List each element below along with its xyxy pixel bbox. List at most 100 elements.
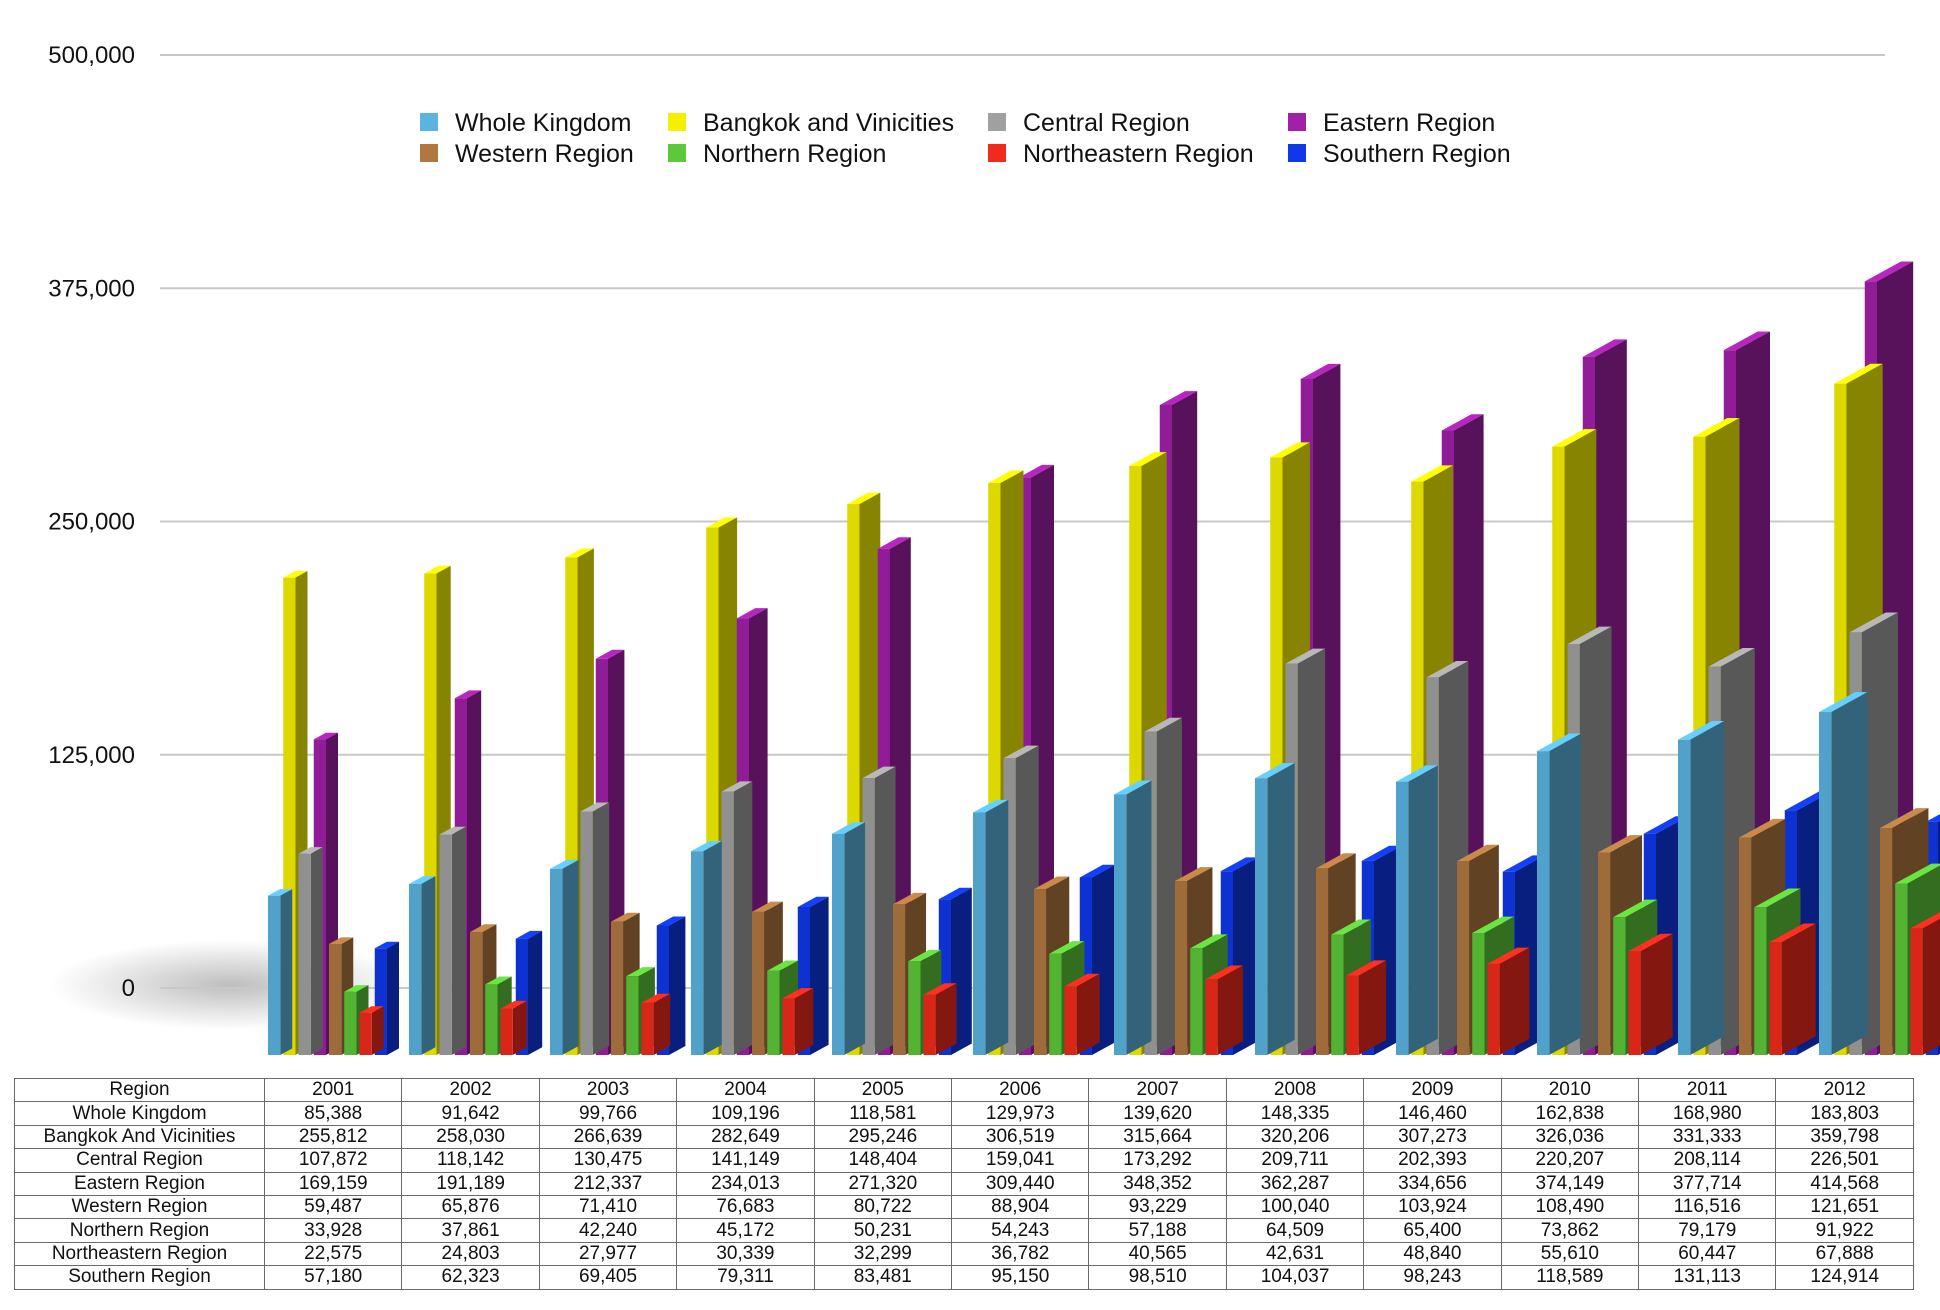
table-cell: 59,487 (263, 1194, 403, 1220)
bar-central-region-2004 (721, 781, 753, 1055)
table-cell: 116,516 (1638, 1194, 1777, 1220)
bar-top (1018, 464, 1054, 478)
bar-top (1925, 814, 1940, 822)
data-table: Region 2001 2002 2003 2004 2005 2006 2007 2008 20… (14, 1077, 1914, 1290)
table-cell: 220,207 (1500, 1148, 1640, 1173)
bar-front (1049, 953, 1062, 1055)
bar-top (283, 571, 308, 578)
table-header-region: Region (14, 1077, 265, 1103)
table-cell: 309,440 (951, 1171, 1090, 1196)
bar-side (653, 993, 671, 1055)
bar-top (641, 993, 671, 1003)
bar-top (736, 608, 768, 619)
bar-side (1781, 923, 1816, 1055)
bar-whole-kingdom-2004 (691, 841, 722, 1055)
table-cell: 45,172 (676, 1218, 815, 1243)
bar-whole-kingdom-2009 (1396, 765, 1438, 1055)
bar-top (470, 924, 497, 933)
bar-front (298, 853, 311, 1055)
bar-top (1255, 763, 1295, 779)
bar-front (500, 1008, 513, 1055)
bar-top (1411, 465, 1454, 482)
table-row: Northeastern Region 22,575 24,803 27,977 30,… (14, 1241, 1914, 1267)
table-cell: 91,922 (1775, 1218, 1914, 1243)
bar-northeastern-region-2001 (359, 1006, 384, 1055)
bar-top (1079, 864, 1115, 878)
bar-top (1220, 857, 1259, 872)
bar-whole-kingdom-2007 (1114, 780, 1152, 1055)
legend-label: Whole Kingdom (455, 109, 631, 137)
table-header-year: 2009 (1363, 1077, 1502, 1103)
table-row-label: Southern Region (14, 1265, 265, 1290)
table-cell: 85,388 (263, 1101, 403, 1126)
bar-front (721, 791, 734, 1055)
bar-front (1346, 975, 1359, 1055)
bar-chart: 0 125,000 250,000 375,000 500,000 Whole King… (48, 42, 1940, 1056)
table-cell: 331,333 (1638, 1124, 1777, 1150)
bar-top (1910, 912, 1940, 929)
bar-front (1064, 986, 1077, 1055)
bar-front (1537, 751, 1550, 1055)
bar-front (1739, 837, 1752, 1055)
table-cell: 100,040 (1225, 1194, 1365, 1220)
bar-whole-kingdom-2008 (1255, 763, 1295, 1055)
table-row-label: Northeastern Region (14, 1241, 265, 1267)
table-row-label: Bangkok And Vicinities (14, 1124, 265, 1150)
bar-top (454, 690, 482, 699)
table-cell: 109,196 (676, 1101, 815, 1126)
bar-front (1754, 907, 1767, 1055)
bar-top (908, 949, 942, 962)
bar-front (1114, 794, 1127, 1055)
bar-top (1537, 733, 1582, 752)
table-header-year: 2001 (263, 1077, 403, 1103)
bar-top (1582, 339, 1627, 357)
y-tick-label: 250,000 (48, 509, 135, 536)
bar-front (1910, 928, 1923, 1055)
table-cell: 255,812 (263, 1124, 403, 1150)
table-cell: 118,581 (813, 1101, 953, 1126)
bar-front (862, 778, 875, 1055)
table-cell: 27,977 (538, 1241, 678, 1267)
bar-whole-kingdom-2003 (550, 859, 579, 1055)
bar-top (1316, 853, 1356, 869)
table-cell: 162,838 (1500, 1101, 1640, 1126)
bar-top (1769, 923, 1816, 943)
bar-top (1129, 452, 1167, 466)
bar-side (1499, 947, 1530, 1055)
table-cell: 42,240 (538, 1218, 678, 1243)
table-header-year: 2005 (813, 1077, 953, 1103)
bar-top (374, 941, 399, 949)
bar-side (451, 826, 466, 1055)
table-cell: 108,490 (1500, 1194, 1640, 1220)
table-header-year: 2012 (1775, 1077, 1914, 1103)
table-cell: 67,888 (1775, 1241, 1914, 1267)
table-cell: 121,651 (1775, 1194, 1914, 1220)
legend-swatch (988, 144, 1006, 162)
table-cell: 36,782 (951, 1241, 1090, 1267)
bar-northeastern-region-2008 (1346, 960, 1387, 1055)
table-cell: 95,150 (951, 1265, 1090, 1290)
bar-front (470, 932, 483, 1055)
bar-front (1396, 781, 1409, 1055)
bar-central-region-2001 (298, 847, 323, 1055)
table-header-row: Region 2001 2002 2003 2004 2005 2006 2007 2008 20… (14, 1077, 1914, 1103)
table-cell: 320,206 (1225, 1124, 1365, 1150)
bar-top (1502, 855, 1545, 872)
bar-front (439, 834, 452, 1055)
table-cell: 306,519 (951, 1124, 1090, 1150)
table-cell: 202,393 (1363, 1148, 1502, 1173)
bar-top (424, 565, 451, 574)
legend-label: Bangkok and Vinicities (703, 109, 954, 137)
bar-front (611, 921, 624, 1055)
legend-label: Eastern Region (1323, 109, 1495, 137)
bar-top (973, 799, 1009, 813)
bar-side (562, 859, 579, 1055)
bar-top (1552, 429, 1597, 447)
bar-top (1396, 765, 1438, 782)
table-cell: 32,299 (813, 1241, 953, 1267)
table-cell: 139,620 (1088, 1101, 1227, 1126)
bar-front (626, 976, 639, 1055)
bar-northeastern-region-2003 (641, 993, 671, 1055)
bar-front (1457, 861, 1470, 1055)
bar-top (877, 537, 911, 549)
